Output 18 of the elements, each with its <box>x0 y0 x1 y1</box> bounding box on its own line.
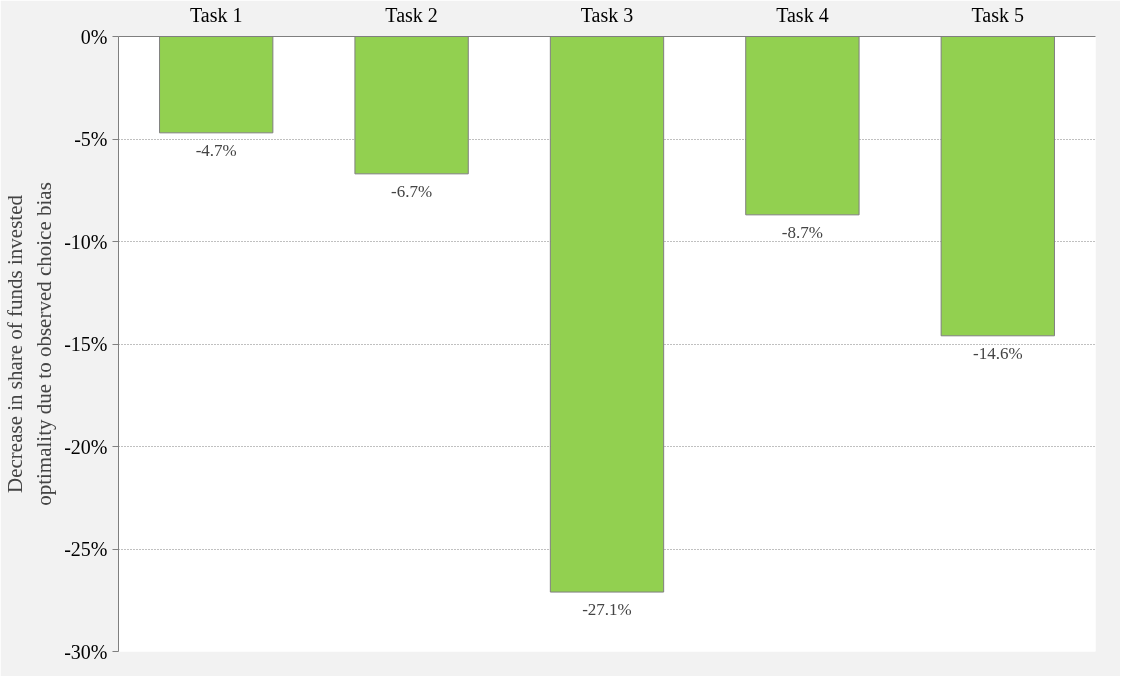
x-tick-label: Task 1 <box>189 3 243 26</box>
x-tick-label: Task 2 <box>385 3 438 26</box>
x-tick-label: Task 5 <box>971 3 1025 26</box>
data-label: -6.7% <box>391 181 433 201</box>
data-label: -4.7% <box>195 140 237 160</box>
y-tick-label: 0% <box>80 25 108 48</box>
y-tick-label: -30% <box>64 640 108 663</box>
y-tick-label: -20% <box>64 435 108 458</box>
y-tick-label: -25% <box>64 538 108 560</box>
x-tick-label: Task 3 <box>580 3 634 26</box>
data-label: -14.6% <box>973 343 1023 363</box>
y-tick-label: -10% <box>64 230 108 253</box>
x-tick-label: Task 4 <box>776 3 829 26</box>
y-axis-title: Decrease in share of funds invested optimality due to observed choice bias <box>3 182 57 506</box>
y-tick-label: -5% <box>74 128 108 150</box>
data-label: -8.7% <box>781 222 823 242</box>
y-tick-label: -15% <box>64 333 108 355</box>
data-label: -27.1% <box>582 600 632 620</box>
